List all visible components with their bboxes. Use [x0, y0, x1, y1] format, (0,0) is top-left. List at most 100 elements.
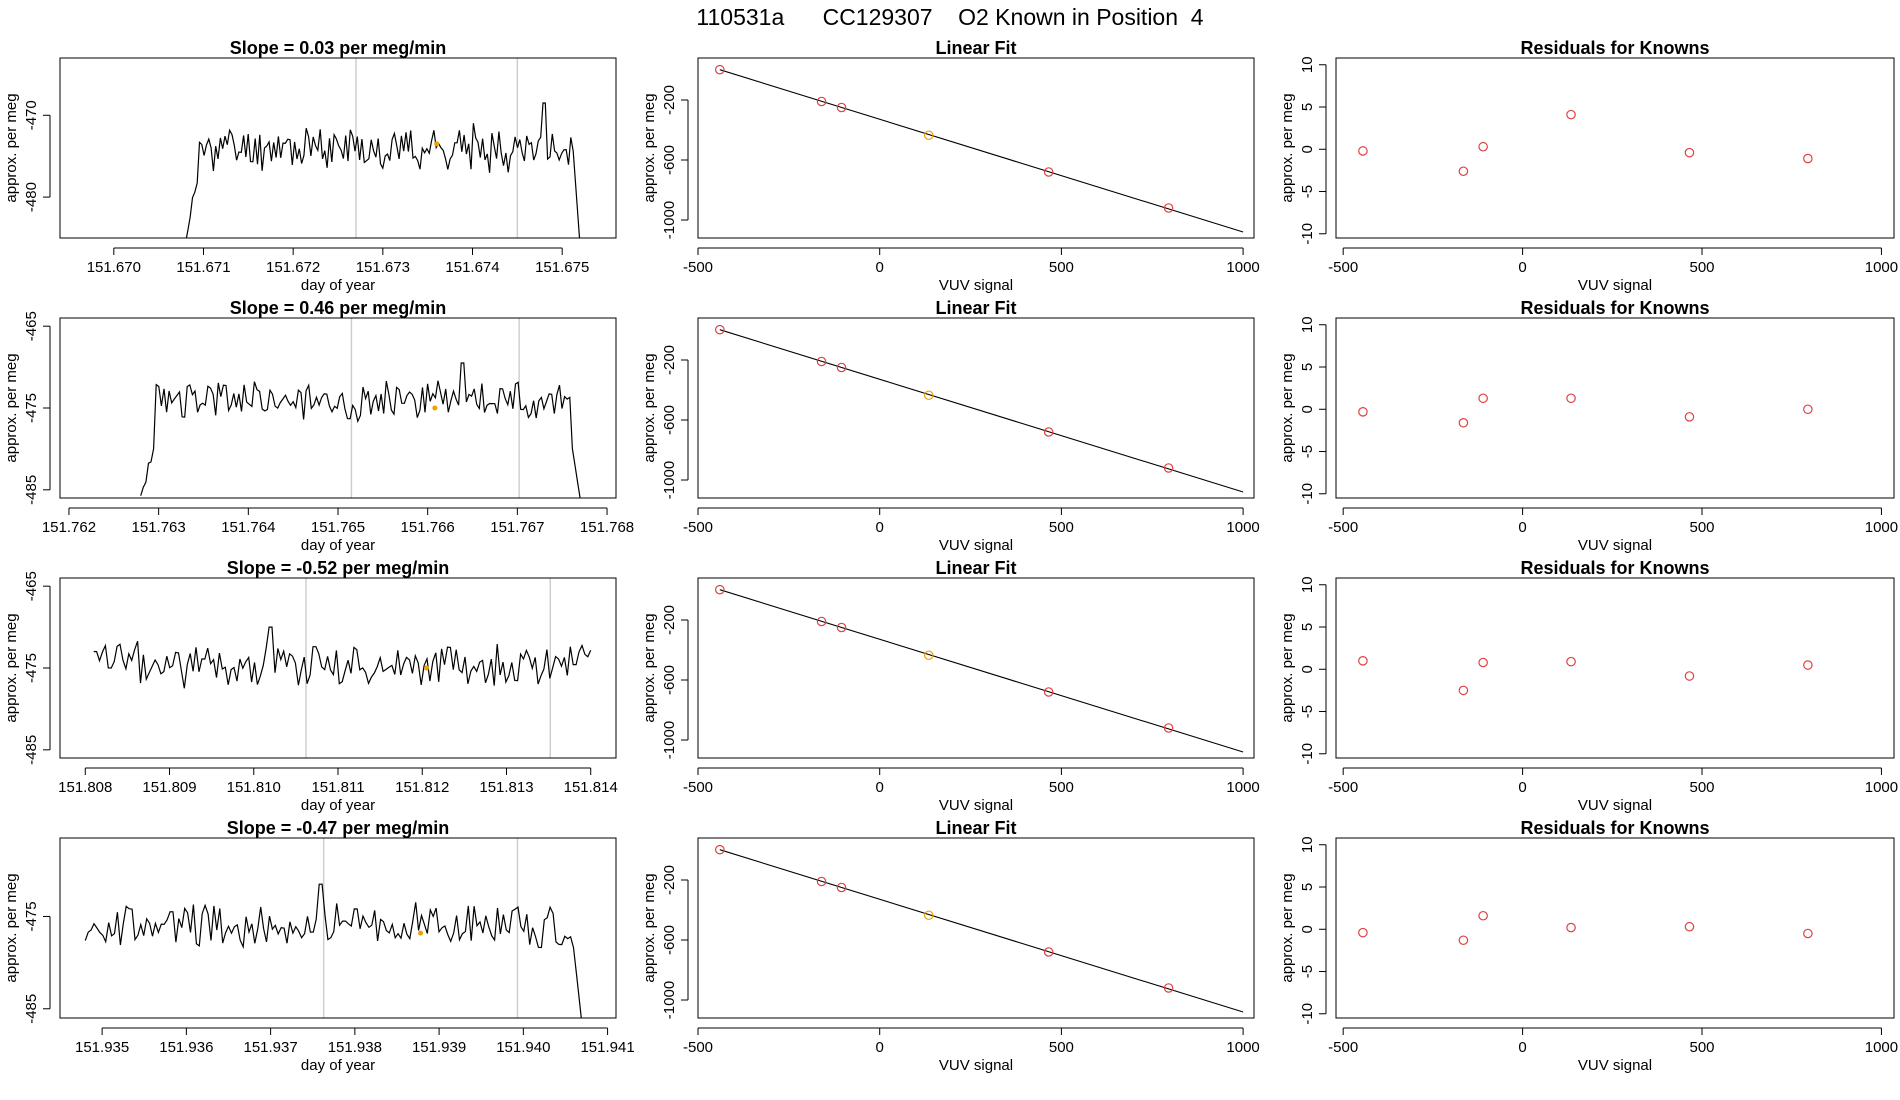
y-tick-label: -470 [23, 100, 40, 130]
x-tick-label: 0 [1518, 1039, 1526, 1056]
x-axis-label: VUV signal [939, 277, 1013, 294]
plot-area [715, 584, 1244, 753]
x-tick-label: -500 [683, 779, 713, 796]
x-tick-label: 0 [1518, 779, 1526, 796]
known-point [1803, 404, 1813, 415]
x-tick-label: 151.814 [564, 779, 618, 796]
y-tick-label: -1000 [661, 461, 678, 499]
x-tick-label: 151.767 [490, 519, 544, 536]
known-point [836, 362, 847, 373]
y-tick-label: -600 [661, 925, 678, 955]
known-point [1684, 147, 1695, 158]
x-tick-label: -500 [683, 1039, 713, 1056]
x-tick-label: 1000 [1226, 259, 1259, 276]
y-tick-label: 10 [1299, 576, 1316, 593]
x-tick-label: 151.670 [87, 259, 141, 276]
known-point [1566, 393, 1576, 404]
x-tick-label: 0 [1518, 259, 1526, 276]
y-tick-label: 10 [1299, 836, 1316, 853]
known-point [1566, 656, 1576, 667]
known-point [836, 622, 847, 633]
x-tick-label: 1000 [1226, 1039, 1259, 1056]
panel-r0-c0: Slope = 0.03 per meg/min 151.670 151.671 15… [3, 38, 617, 294]
highlight-point [923, 130, 934, 141]
highlight-point [923, 390, 934, 401]
y-tick-label: -10 [1299, 483, 1316, 505]
known-point [1358, 656, 1368, 666]
known-point [1163, 463, 1174, 473]
y-tick-label: -600 [661, 145, 678, 175]
x-tick-label: 1000 [1226, 779, 1259, 796]
y-axis-label: approx. per meg [641, 873, 658, 982]
known-point [1566, 922, 1576, 933]
panel-r1-c1: Linear Fit -500 0 500 1000 VUV signal -1000 -60… [641, 298, 1260, 554]
plot-frame [697, 577, 1255, 759]
y-axis-label: approx. per meg [1279, 613, 1296, 722]
known-point [1478, 910, 1488, 921]
x-tick-label: 1000 [1865, 519, 1898, 536]
fit-line [719, 849, 1244, 1013]
x-axis-label: VUV signal [939, 797, 1013, 814]
known-point [1458, 166, 1469, 177]
y-tick-label: -10 [1299, 1003, 1316, 1025]
x-tick-label: -500 [683, 519, 713, 536]
plot-frame [59, 317, 617, 499]
plot-area [185, 102, 581, 238]
x-axis-label: day of year [301, 797, 375, 814]
x-tick-label: 151.673 [356, 259, 410, 276]
x-axis-label: day of year [301, 537, 375, 554]
plot-area [1358, 393, 1813, 428]
y-axis-label: approx. per meg [3, 613, 20, 722]
highlight-point [432, 405, 438, 411]
x-tick-label: -500 [1328, 779, 1358, 796]
x-tick-label: 151.812 [395, 779, 449, 796]
x-tick-label: 500 [1049, 1039, 1074, 1056]
plot-frame [59, 837, 617, 1019]
known-point [1043, 687, 1054, 697]
y-tick-label: -200 [661, 345, 678, 375]
plot-area [84, 883, 582, 1018]
known-point [816, 616, 827, 627]
x-tick-label: 0 [876, 1039, 884, 1056]
known-point [715, 324, 725, 335]
plot-frame [1335, 57, 1895, 239]
x-tick-label: 151.768 [580, 519, 634, 536]
x-tick-label: -500 [1328, 259, 1358, 276]
y-tick-label: -475 [23, 901, 40, 931]
panel-title: Slope = 0.03 per meg/min [230, 38, 447, 58]
known-point [1043, 167, 1054, 177]
x-tick-label: 151.765 [311, 519, 365, 536]
y-tick-label: -480 [23, 182, 40, 212]
y-tick-label: 0 [1299, 925, 1316, 933]
y-tick-label: -465 [23, 311, 40, 341]
y-tick-label: -10 [1299, 743, 1316, 765]
y-tick-label: 10 [1299, 316, 1316, 333]
plot-frame [697, 837, 1255, 1019]
plot-area [1358, 656, 1813, 696]
y-tick-label: -200 [661, 605, 678, 635]
y-tick-label: 0 [1299, 405, 1316, 413]
data-series-line [93, 626, 592, 689]
x-tick-label: 1000 [1865, 779, 1898, 796]
y-axis-label: approx. per meg [3, 93, 20, 202]
x-tick-label: 151.811 [311, 779, 364, 796]
x-tick-label: 151.935 [75, 1039, 129, 1056]
x-tick-label: 151.936 [159, 1039, 213, 1056]
known-point [816, 356, 827, 367]
known-point [1043, 427, 1054, 437]
x-tick-label: 1000 [1865, 1039, 1898, 1056]
y-tick-label: -465 [23, 571, 40, 601]
known-point [836, 882, 847, 893]
known-point [1803, 660, 1813, 670]
known-point [1358, 146, 1368, 156]
highlight-point [418, 930, 424, 936]
y-tick-label: -600 [661, 665, 678, 695]
y-tick-label: -485 [23, 735, 40, 765]
plot-frame [697, 57, 1255, 239]
x-axis-label: VUV signal [1578, 797, 1652, 814]
known-point [1043, 947, 1054, 957]
plot-area [715, 324, 1244, 493]
y-tick-label: 5 [1299, 363, 1316, 371]
x-tick-label: 0 [876, 519, 884, 536]
